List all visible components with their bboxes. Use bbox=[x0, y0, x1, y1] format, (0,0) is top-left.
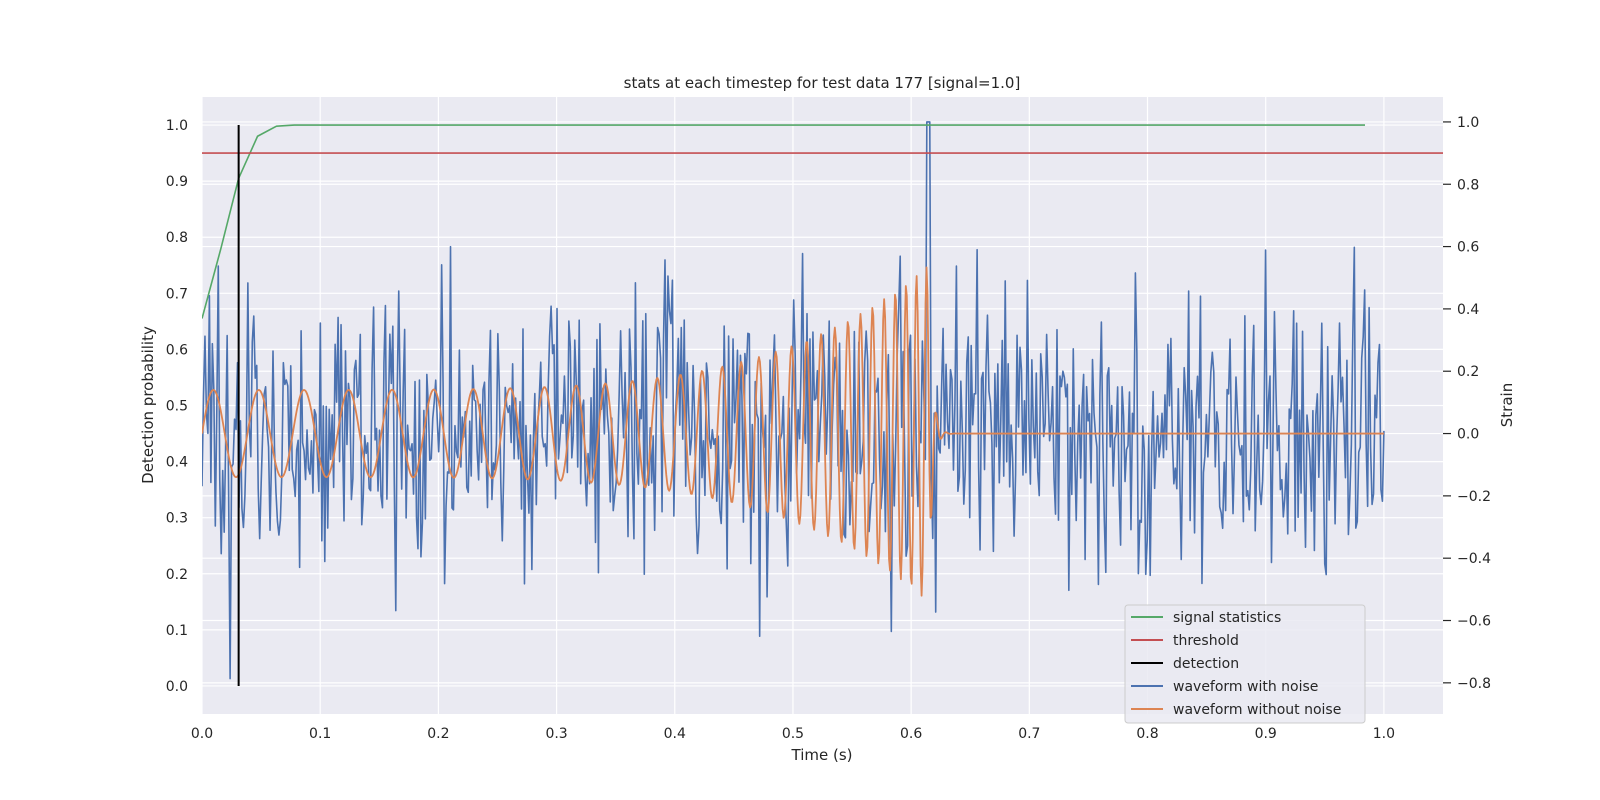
legend-label-threshold: threshold bbox=[1173, 633, 1239, 649]
x-tick-label: 1.0 bbox=[1373, 726, 1395, 742]
y-right-tick-label: 0.6 bbox=[1457, 240, 1479, 256]
y-left-ticks: 0.0 0.1 0.2 0.3 0.4 0.5 0.6 0.7 0.8 0.9 1.0 bbox=[166, 118, 188, 695]
y-left-tick-label: 0.1 bbox=[166, 623, 188, 639]
y-left-tick-label: 0.9 bbox=[166, 174, 188, 190]
y-left-tick-label: 1.0 bbox=[166, 118, 188, 134]
y-left-tick-label: 0.4 bbox=[166, 455, 188, 471]
y-right-ticks: −0.8 −0.6 −0.4 −0.2 0.0 0.2 0.4 0.6 0.8 1.0 bbox=[1443, 115, 1491, 692]
x-tick-label: 0.8 bbox=[1136, 726, 1158, 742]
x-tick-label: 0.2 bbox=[427, 726, 449, 742]
x-tick-label: 0.3 bbox=[545, 726, 567, 742]
x-tick-label: 0.0 bbox=[191, 726, 213, 742]
y-right-tick-label: 0.8 bbox=[1457, 177, 1479, 193]
series-waveform-without-noise bbox=[202, 266, 1384, 597]
y-right-axis-label: Strain bbox=[1498, 383, 1516, 427]
y-left-tick-label: 0.0 bbox=[166, 679, 188, 695]
x-tick-label: 0.5 bbox=[782, 726, 804, 742]
x-axis-label: Time (s) bbox=[791, 746, 853, 764]
legend-label-signal-statistics: signal statistics bbox=[1173, 610, 1281, 626]
x-tick-label: 0.4 bbox=[664, 726, 686, 742]
y-left-tick-label: 0.7 bbox=[166, 286, 188, 302]
y-right-tick-label: −0.8 bbox=[1457, 676, 1491, 692]
series-signal-statistics bbox=[202, 124, 1365, 319]
chart-title: stats at each timestep for test data 177… bbox=[624, 74, 1021, 92]
y-left-tick-label: 0.3 bbox=[166, 511, 188, 527]
x-tick-label: 0.7 bbox=[1018, 726, 1040, 742]
legend-label-detection: detection bbox=[1173, 656, 1239, 672]
y-left-tick-label: 0.2 bbox=[166, 567, 188, 583]
y-right-tick-label: −0.6 bbox=[1457, 614, 1491, 630]
y-right-tick-label: 0.2 bbox=[1457, 364, 1479, 380]
y-right-tick-label: −0.2 bbox=[1457, 489, 1491, 505]
y-left-tick-label: 0.5 bbox=[166, 399, 188, 415]
y-right-tick-label: 0.4 bbox=[1457, 302, 1479, 318]
x-ticks: 0.0 0.1 0.2 0.3 0.4 0.5 0.6 0.7 0.8 0.9 1.0 bbox=[191, 726, 1395, 742]
y-left-tick-label: 0.8 bbox=[166, 230, 188, 246]
y-right-tick-label: 0.0 bbox=[1457, 427, 1479, 443]
x-tick-label: 0.9 bbox=[1255, 726, 1277, 742]
y-right-tick-label: 1.0 bbox=[1457, 115, 1479, 131]
series-layer bbox=[202, 121, 1443, 686]
legend-label-waveform-without-noise: waveform without noise bbox=[1173, 702, 1341, 718]
x-tick-label: 0.6 bbox=[900, 726, 922, 742]
legend: signal statistics threshold detection wa… bbox=[1124, 604, 1366, 724]
y-left-tick-label: 0.6 bbox=[166, 342, 188, 358]
y-left-axis-label: Detection probability bbox=[139, 326, 157, 484]
series-waveform-with-noise bbox=[202, 121, 1385, 680]
legend-box bbox=[1124, 604, 1366, 724]
y-right-tick-label: −0.4 bbox=[1457, 551, 1491, 567]
x-tick-label: 0.1 bbox=[309, 726, 331, 742]
legend-label-waveform-with-noise: waveform with noise bbox=[1173, 679, 1318, 695]
